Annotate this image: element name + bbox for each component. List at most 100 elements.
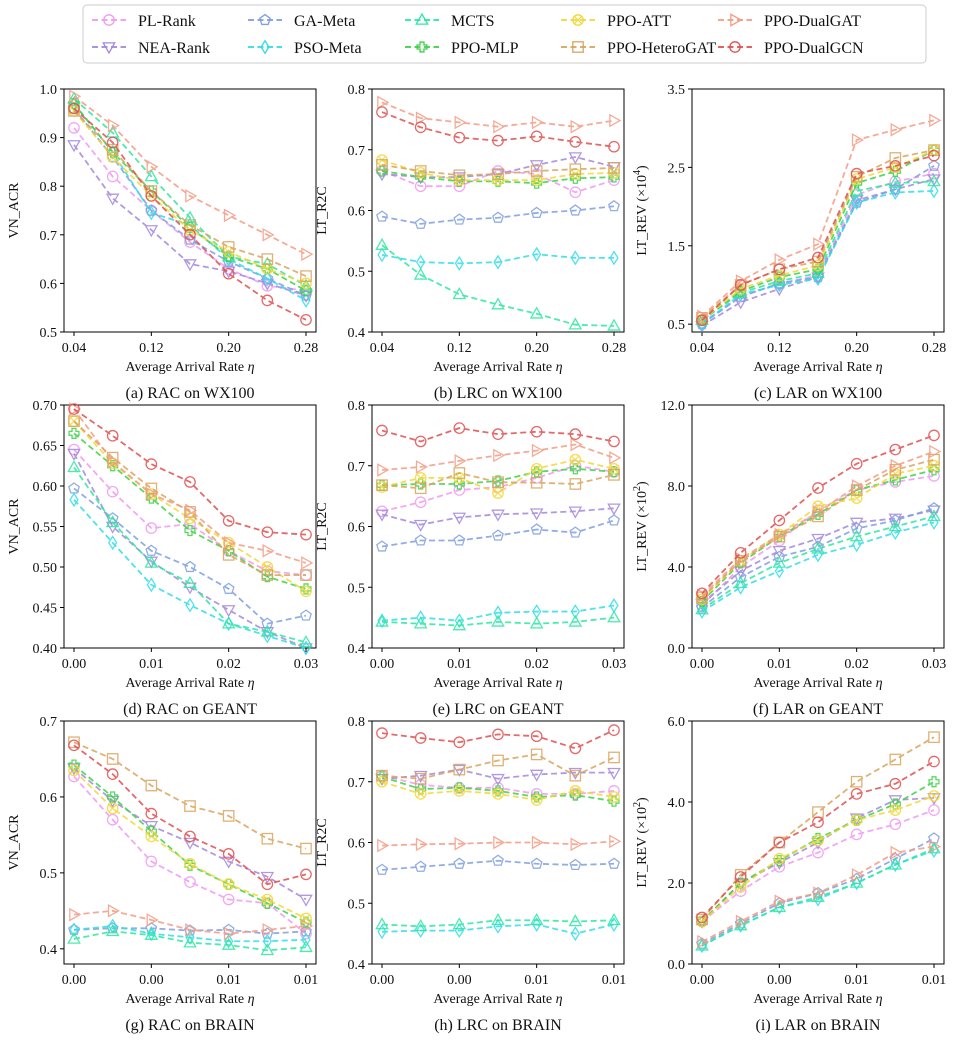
data-point — [888, 175, 903, 188]
x-tick-label: 0.01 — [524, 973, 549, 988]
data-point-cross — [263, 895, 272, 904]
data-point — [491, 773, 505, 787]
data-point-cross — [813, 502, 823, 511]
series-mcts — [67, 460, 313, 648]
chart-panel-6: 0.0 4.0 8.0 12.0 0.00 0.01 0.02 0.03 Average Arr… — [632, 399, 946, 718]
panel-caption: (a) RAC on WX100 — [125, 385, 254, 402]
y-tick-label: 0.8 — [348, 399, 366, 414]
data-point — [608, 469, 620, 481]
y-tick-label: 1.0 — [40, 83, 58, 98]
x-axis-title: Average Arrival Rate η — [125, 992, 254, 1007]
data-point-cross — [185, 514, 195, 523]
data-point — [223, 208, 236, 223]
series-line — [73, 741, 307, 850]
data-point — [415, 111, 428, 125]
data-point — [69, 907, 82, 922]
data-point — [928, 159, 940, 171]
legend-marker-cross — [573, 15, 583, 25]
data-point — [108, 535, 118, 551]
data-point — [413, 616, 428, 629]
series-line — [381, 101, 615, 128]
x-tick-label: 0.12 — [767, 341, 792, 356]
data-point — [851, 133, 864, 147]
data-point — [68, 736, 80, 749]
data-point — [530, 165, 543, 177]
y-tick-label: 0.8 — [348, 83, 366, 98]
data-point — [570, 119, 583, 134]
data-point — [454, 454, 467, 468]
data-point — [928, 429, 940, 442]
data-point — [221, 605, 236, 618]
data-point — [376, 727, 388, 740]
data-point — [375, 614, 389, 627]
data-point-cross — [571, 455, 580, 464]
data-point — [453, 736, 466, 749]
data-point — [734, 885, 747, 897]
y-tick-label: 0.65 — [33, 440, 58, 455]
data-point — [570, 926, 580, 942]
data-point — [300, 927, 312, 940]
legend-label: PPO-DualGAT — [764, 13, 861, 30]
data-point — [184, 800, 196, 812]
data-point — [106, 170, 119, 183]
data-point — [262, 543, 275, 558]
data-point — [532, 246, 542, 262]
data-point-cross — [929, 791, 939, 800]
data-point-cross — [416, 789, 425, 798]
data-point — [67, 460, 81, 473]
data-point — [608, 140, 620, 153]
legend-label: PPO-DualGCN — [764, 40, 864, 57]
data-point — [929, 183, 939, 199]
data-point — [377, 838, 390, 853]
data-point — [300, 569, 312, 581]
data-point — [108, 918, 118, 934]
data-point — [812, 482, 824, 494]
x-axis-title: Average Arrival Rate η — [433, 992, 562, 1007]
series-line — [701, 809, 935, 923]
y-tick-label: 0.55 — [33, 521, 58, 536]
series-line — [701, 760, 935, 919]
legend-item-nea-rank: NEA-Rank — [92, 40, 210, 57]
data-point-cross — [609, 464, 619, 473]
data-point — [568, 152, 583, 165]
data-point — [569, 463, 581, 475]
data-point — [105, 515, 120, 528]
y-tick-label: 4.0 — [668, 561, 686, 576]
y-axis-title: LT_R2C — [315, 818, 330, 867]
x-tick-label: 0.01 — [602, 973, 627, 988]
y-tick-label: 0.6 — [40, 277, 58, 292]
series-line — [381, 768, 614, 780]
y-tick-label: 12.0 — [661, 399, 686, 414]
data-point-cross — [929, 461, 939, 470]
panel-caption: (g) RAC on BRAIN — [125, 1017, 255, 1034]
series-nea-rank — [67, 763, 313, 907]
data-point — [569, 769, 582, 782]
y-tick-label: 0.5 — [348, 897, 366, 912]
data-point — [491, 169, 505, 182]
series-line — [701, 434, 935, 594]
data-point — [568, 317, 583, 330]
legend-marker — [260, 39, 270, 55]
data-point — [812, 251, 824, 264]
series-ppo-dualgcn — [376, 724, 620, 755]
series-line — [73, 408, 307, 536]
legend-label: PPO-ATT — [607, 13, 671, 30]
data-point — [734, 279, 747, 291]
data-point-cross — [532, 795, 541, 805]
series-ppo-dualgcn — [376, 422, 620, 448]
data-point — [68, 403, 80, 415]
series-line — [73, 909, 307, 935]
y-axis-title-main: LT_REV (×10 — [635, 807, 650, 888]
data-point — [695, 938, 709, 951]
y-tick-label: 0.7 — [348, 776, 366, 791]
data-point — [454, 836, 467, 851]
data-point — [733, 566, 748, 579]
chart-panel-7: 0.4 0.5 0.6 0.7 0.00 0.00 0.01 0.01 Average Arri… — [7, 715, 318, 1034]
data-point — [68, 427, 80, 439]
y-tick-label: 0.5 — [40, 326, 58, 341]
data-point — [184, 228, 196, 241]
data-point — [300, 609, 312, 621]
x-tick-label: 0.12 — [447, 341, 472, 356]
x-axis-title-main: Average Arrival Rate — [125, 676, 247, 691]
y-tick-label: 2.5 — [668, 161, 686, 176]
